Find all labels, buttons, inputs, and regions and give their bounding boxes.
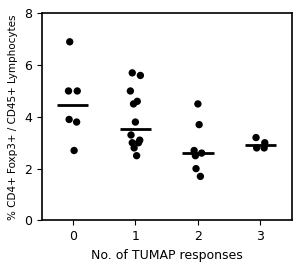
Point: [199, 151, 204, 155]
Point: [197, 123, 202, 127]
Point: [254, 146, 259, 150]
Point: [130, 71, 135, 75]
Point: [135, 99, 140, 103]
Point: [254, 136, 258, 140]
Point: [198, 174, 203, 178]
Point: [67, 117, 71, 122]
Point: [262, 141, 267, 145]
Point: [134, 154, 139, 158]
Point: [262, 146, 267, 150]
Point: [136, 141, 141, 145]
Point: [130, 141, 135, 145]
X-axis label: No. of TUMAP responses: No. of TUMAP responses: [91, 249, 242, 262]
Point: [128, 89, 133, 93]
Point: [138, 73, 143, 77]
Point: [132, 146, 136, 150]
Point: [129, 133, 134, 137]
Point: [66, 89, 71, 93]
Point: [67, 40, 72, 44]
Point: [193, 154, 198, 158]
Point: [196, 102, 200, 106]
Point: [133, 120, 138, 124]
Point: [131, 102, 136, 106]
Point: [75, 89, 80, 93]
Point: [137, 138, 142, 142]
Point: [72, 148, 76, 153]
Point: [192, 148, 197, 153]
Y-axis label: % CD4+ Foxp3+ / CD45+ Lymphocytes: % CD4+ Foxp3+ / CD45+ Lymphocytes: [8, 14, 18, 220]
Point: [194, 167, 198, 171]
Point: [74, 120, 79, 124]
